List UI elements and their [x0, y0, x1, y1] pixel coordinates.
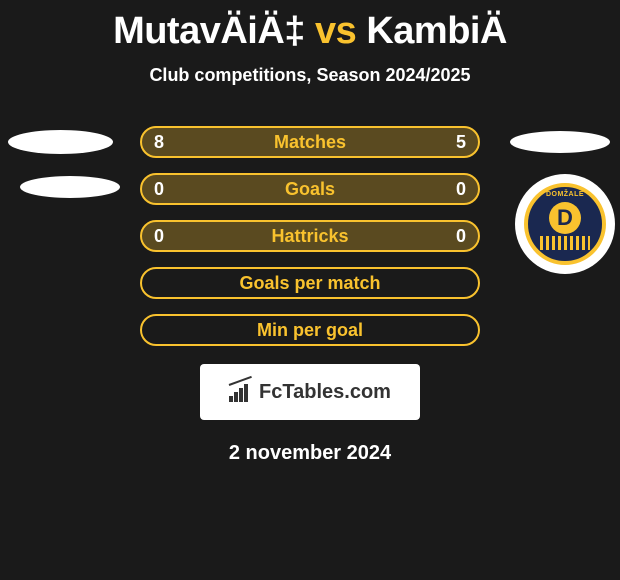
- stat-bar-matches: 8 Matches 5: [140, 126, 480, 158]
- stat-row-goals: 0 Goals 0: [0, 173, 620, 205]
- stat-right-value: 0: [456, 179, 466, 200]
- stat-bar-goals-per-match: Goals per match: [140, 267, 480, 299]
- stat-row-goals-per-match: Goals per match: [0, 267, 620, 299]
- stat-bar-hattricks: 0 Hattricks 0: [140, 220, 480, 252]
- player1-name: MutavÄiÄ‡: [113, 10, 305, 52]
- stat-row-matches: 8 Matches 5: [0, 126, 620, 158]
- chart-icon: [229, 382, 253, 402]
- stat-left-value: 0: [154, 179, 164, 200]
- branding-logo: FcTables.com: [200, 364, 420, 420]
- date-text: 2 november 2024: [0, 442, 620, 465]
- stat-left-value: 0: [154, 226, 164, 247]
- stat-label: Matches: [274, 132, 346, 153]
- stat-left-value: 8: [154, 132, 164, 153]
- stat-right-value: 0: [456, 226, 466, 247]
- stat-row-hattricks: 0 Hattricks 0: [0, 220, 620, 252]
- stat-label: Goals per match: [239, 273, 380, 294]
- stat-right-value: 5: [456, 132, 466, 153]
- player2-name: KambiÄ: [366, 10, 507, 52]
- stat-label: Hattricks: [271, 226, 348, 247]
- stat-bar-goals: 0 Goals 0: [140, 173, 480, 205]
- stat-row-min-per-goal: Min per goal: [0, 314, 620, 346]
- stat-label: Min per goal: [257, 320, 363, 341]
- subtitle: Club competitions, Season 2024/2025: [0, 65, 620, 86]
- comparison-title: MutavÄiÄ‡ vs KambiÄ: [0, 0, 620, 53]
- stat-bar-min-per-goal: Min per goal: [140, 314, 480, 346]
- stats-container: DOMŽALE D 8 Matches 5 0 Goals 0 0 Hattri…: [0, 126, 620, 465]
- vs-text: vs: [315, 10, 356, 52]
- stat-label: Goals: [285, 179, 335, 200]
- branding-text: FcTables.com: [259, 381, 391, 404]
